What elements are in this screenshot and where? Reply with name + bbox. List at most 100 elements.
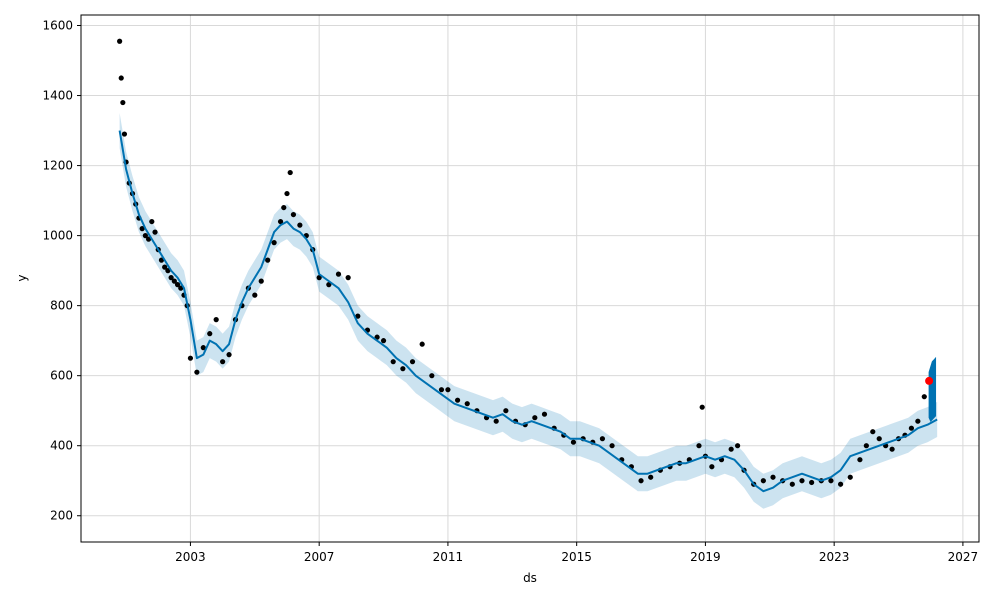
observed-point [728,446,734,452]
highlight-point [925,376,934,385]
observed-point [265,257,271,263]
observed-point [863,443,869,449]
x-tick-label: 2011 [433,550,464,564]
observed-point [799,478,805,484]
y-tick-label: 600 [50,369,73,383]
x-tick-label: 2015 [561,550,592,564]
observed-point [174,282,181,288]
observed-point [297,222,303,228]
y-tick-label: 1400 [42,89,73,103]
y-tick-label: 1000 [42,229,73,243]
observed-point [120,99,126,106]
observed-point [609,443,615,449]
observed-point [760,478,766,484]
observed-point [277,218,284,225]
forecast-line-layer [118,130,938,493]
observed-point [828,478,834,484]
observed-point [908,425,915,431]
observed-point [290,211,297,218]
observed-point [121,131,128,137]
grid-layer [81,15,979,542]
observed-point [876,436,882,442]
forecast-line [118,130,938,493]
x-tick-label: 2003 [175,550,206,564]
observed-point [252,292,258,298]
observed-point [438,387,445,393]
observed-point [271,240,277,246]
x-tick-label: 2023 [819,550,850,564]
observed-point [326,282,332,288]
observed-point [226,352,232,358]
observed-point [355,313,361,319]
observed-point [857,457,863,463]
observed-point [789,481,795,487]
observed-point [187,355,194,361]
forecast-band-layer [928,356,937,423]
observed-point [638,478,644,484]
observed-point [316,275,322,281]
ticks-layer: 2003 2007 2011 2015 2019 2023 2027 200 400 600 800… [42,19,978,564]
observed-point [409,359,416,365]
observed-point [735,443,741,449]
observed-point [149,218,155,225]
observed-point [709,464,715,470]
x-tick-label: 2027 [948,550,979,564]
y-tick-label: 1200 [42,159,73,173]
observed-point [284,190,290,197]
observed-point [390,359,396,365]
observed-point [171,278,177,284]
uncertainty-interval [119,113,938,509]
observed-point [847,474,853,480]
forecast-band [928,356,937,423]
observed-point [345,275,351,281]
observed-point [118,75,124,81]
observed-point [162,264,168,270]
observed-point [454,397,461,403]
highlight-layer [925,376,934,385]
observed-point [142,233,148,239]
observed-point [541,411,548,417]
observed-point [117,38,123,44]
x-axis-label: ds [523,571,537,585]
observed-point [699,404,705,410]
observed-point [770,474,776,480]
observed-point [648,474,654,480]
observed-point [168,275,174,281]
observed-point [921,394,927,400]
observed-point [837,481,844,487]
observed-point [429,373,435,379]
observed-point [281,204,287,211]
observed-point [493,418,499,424]
y-tick-label: 800 [50,299,73,313]
y-tick-label: 200 [50,509,73,523]
observed-point [870,429,876,435]
observed-point [532,415,538,421]
observed-point [258,278,264,284]
observed-point [374,334,380,340]
observed-point [464,401,470,407]
observed-point [213,317,219,323]
observed-point [152,229,158,235]
y-axis-label: y [15,274,29,281]
observed-point [200,345,206,351]
observed-point [696,443,702,449]
y-tick-label: 400 [50,439,73,453]
observed-point [599,436,606,442]
plot-frame [80,14,980,543]
observed-point [419,341,425,347]
observed-point [570,439,577,445]
x-tick-label: 2019 [690,550,721,564]
y-tick-label: 1600 [42,19,73,33]
observed-point [139,226,145,232]
observed-point [220,359,226,365]
observed-point [335,271,342,277]
observed-point [445,387,451,393]
observed-point [915,418,921,424]
observed-point [503,408,509,414]
observed-point [287,169,293,176]
observed-point [380,338,387,344]
observed-point [400,366,406,372]
